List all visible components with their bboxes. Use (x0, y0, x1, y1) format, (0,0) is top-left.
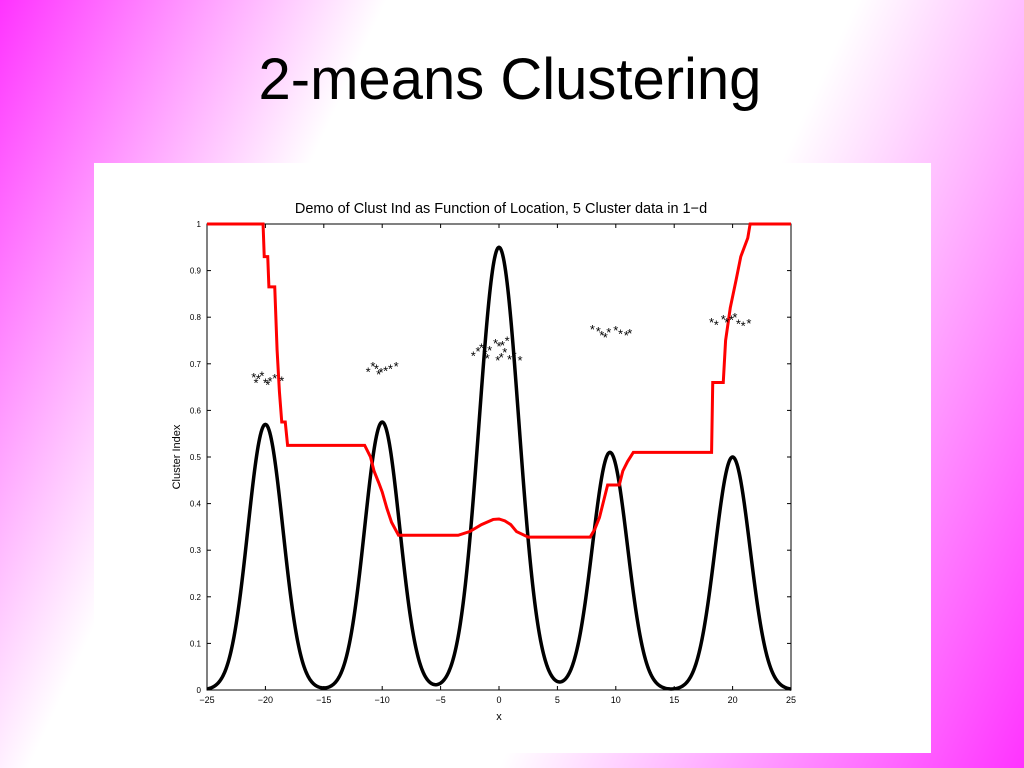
data-point: * (507, 352, 512, 367)
data-point: * (366, 364, 371, 379)
cluster-index-curve (207, 222, 791, 539)
x-tick-label: 20 (728, 695, 738, 705)
y-tick-label: 0.4 (190, 500, 202, 509)
x-tick-label: 0 (496, 695, 501, 705)
x-tick-label: −5 (435, 695, 445, 705)
data-point: * (512, 348, 517, 363)
tick-labels: −25 −20 −15 −10 −5 0 5 10 15 20 25 0 0.1 0.2 0.3 0.4 0.5… (190, 220, 796, 705)
data-point: * (500, 338, 505, 353)
data-point: * (505, 334, 510, 349)
data-point: * (599, 328, 604, 343)
data-point: * (493, 336, 498, 351)
data-point: * (606, 325, 611, 340)
data-point: * (475, 344, 480, 359)
data-point: * (379, 365, 384, 380)
density-curve (205, 245, 793, 691)
y-tick-label: 1 (197, 220, 202, 229)
data-point: * (736, 317, 741, 332)
x-tick-label: 5 (555, 695, 560, 705)
data-point: * (729, 313, 734, 328)
x-tick-label: 25 (786, 695, 796, 705)
data-point: * (279, 374, 284, 389)
data-point: * (624, 328, 629, 343)
chart-title: Demo of Clust Ind as Function of Locatio… (295, 201, 707, 217)
x-tick-label: −25 (199, 695, 214, 705)
data-point: * (272, 371, 277, 386)
data-point: * (394, 359, 399, 374)
cluster-index-chart: Demo of Clust Ind as Function of Locatio… (171, 201, 796, 723)
data-point: * (618, 327, 623, 342)
y-tick-label: 0.7 (190, 360, 202, 369)
data-point: * (714, 318, 719, 333)
data-point: * (603, 330, 608, 345)
y-tick-label: 0.2 (190, 593, 202, 602)
data-point: * (487, 343, 492, 358)
data-point: * (596, 324, 601, 339)
x-tick-label: −20 (258, 695, 273, 705)
data-point: * (259, 368, 264, 383)
data-point: * (495, 353, 500, 368)
data-point: * (471, 348, 476, 363)
y-tick-label: 0 (197, 686, 202, 695)
data-point: * (721, 312, 726, 327)
data-point: * (496, 339, 501, 354)
y-tick-label: 0.5 (190, 453, 202, 462)
data-point: * (724, 315, 729, 330)
y-tick-label: 0.1 (190, 639, 202, 648)
data-point: * (590, 322, 595, 337)
y-tick-label: 0.8 (190, 313, 202, 322)
data-point: * (265, 377, 270, 392)
data-point: * (741, 319, 746, 334)
data-point: * (268, 374, 273, 389)
series-layer: * *** * * ** ** ** * * * *** *** * *** *** * * ** ** **** * *… (205, 222, 793, 691)
data-point: * (709, 315, 714, 330)
data-point: * (388, 361, 393, 376)
data-point: * (374, 361, 379, 376)
slide-title: 2-means Clustering (258, 47, 762, 112)
y-tick-label: 0.9 (190, 267, 202, 276)
x-tick-label: −15 (316, 695, 331, 705)
x-axis-label: x (496, 711, 502, 723)
chart-figure: Demo of Clust Ind as Function of Locatio… (94, 163, 931, 753)
data-point: * (256, 372, 261, 387)
data-point: * (376, 367, 381, 382)
data-point: * (479, 340, 484, 355)
x-tick-label: 10 (611, 695, 621, 705)
data-point: * (254, 375, 259, 390)
data-point: * (482, 347, 487, 362)
y-tick-label: 0.6 (190, 406, 202, 415)
data-point: * (746, 316, 751, 331)
data-point: * (499, 350, 504, 365)
data-point: * (383, 363, 388, 378)
y-axis-label: Cluster Index (171, 424, 183, 489)
data-point: * (613, 323, 618, 338)
data-point: * (263, 375, 268, 390)
y-tick-label: 0.3 (190, 546, 202, 555)
data-point: * (517, 353, 522, 368)
data-point: * (502, 345, 507, 360)
data-point: * (732, 310, 737, 325)
data-point: * (370, 359, 375, 374)
x-tick-label: −10 (375, 695, 390, 705)
data-point: * (485, 351, 490, 366)
x-tick-label: 15 (669, 695, 679, 705)
data-point: * (251, 370, 256, 385)
data-point: * (627, 326, 632, 341)
